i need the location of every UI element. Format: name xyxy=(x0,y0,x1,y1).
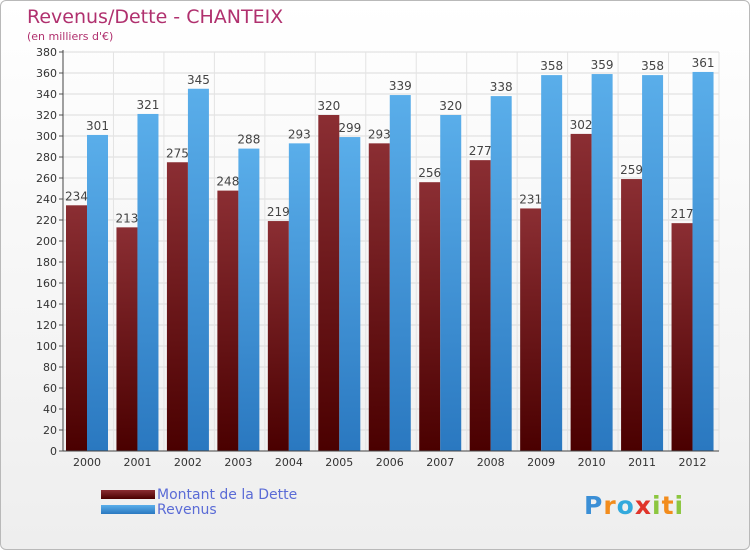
y-tick-label: 260 xyxy=(36,172,57,185)
legend-label-debt: Montant de la Dette xyxy=(157,486,298,503)
data-label-revenue: 299 xyxy=(338,121,361,135)
x-tick-label: 2004 xyxy=(275,456,303,469)
y-tick-label: 200 xyxy=(36,235,57,248)
y-tick-label: 240 xyxy=(36,193,57,206)
bar-revenue xyxy=(591,74,613,452)
data-label-debt: 213 xyxy=(116,211,139,225)
x-tick-label: 2000 xyxy=(73,456,101,469)
y-tick-label: 220 xyxy=(36,214,57,227)
bar-revenue xyxy=(288,143,310,451)
legend-item-debt: Montant de la Dette xyxy=(101,486,298,503)
data-label-revenue: 345 xyxy=(187,73,210,87)
bar-revenue xyxy=(541,75,563,451)
bar-debt xyxy=(570,133,592,451)
data-label-revenue: 338 xyxy=(490,80,513,94)
bar-revenue xyxy=(389,95,411,452)
y-tick-label: 180 xyxy=(36,256,57,269)
x-tick-label: 2008 xyxy=(477,456,505,469)
data-label-debt: 259 xyxy=(620,163,643,177)
legend-item-revenue: Revenus xyxy=(101,501,297,518)
data-label-revenue: 320 xyxy=(439,99,462,113)
y-tick-label: 300 xyxy=(36,130,57,143)
data-label-debt: 302 xyxy=(570,118,593,132)
bar-revenue xyxy=(87,134,108,451)
bar-debt xyxy=(368,143,390,451)
bar-revenue xyxy=(137,113,159,451)
bar-revenue xyxy=(238,148,260,451)
bar-revenue xyxy=(440,115,462,451)
data-label-debt: 277 xyxy=(469,144,492,158)
x-tick-label: 2006 xyxy=(376,456,404,469)
data-label-revenue: 293 xyxy=(288,127,311,141)
data-label-revenue: 358 xyxy=(540,59,563,73)
y-tick-label: 40 xyxy=(43,403,57,416)
y-tick-label: 280 xyxy=(36,151,57,164)
data-label-revenue: 358 xyxy=(641,59,664,73)
data-label-debt: 320 xyxy=(317,99,340,113)
x-tick-label: 2005 xyxy=(325,456,353,469)
bar-debt xyxy=(267,221,289,451)
data-label-revenue: 359 xyxy=(591,58,614,72)
data-label-debt: 231 xyxy=(519,192,542,206)
x-tick-label: 2010 xyxy=(578,456,606,469)
data-label-revenue: 361 xyxy=(692,56,715,70)
data-label-debt: 275 xyxy=(166,146,189,160)
x-tick-label: 2009 xyxy=(527,456,555,469)
y-tick-label: 360 xyxy=(36,67,57,80)
x-tick-label: 2007 xyxy=(426,456,454,469)
y-tick-label: 340 xyxy=(36,88,57,101)
bar-debt xyxy=(469,160,491,451)
data-label-revenue: 321 xyxy=(137,98,160,112)
bar-debt xyxy=(318,115,340,451)
bar-debt xyxy=(66,205,87,451)
chart-title: Revenus/Dette - CHANTEIX xyxy=(27,6,284,28)
bar-revenue xyxy=(339,137,361,452)
data-label-revenue: 301 xyxy=(86,119,109,133)
bar-debt xyxy=(217,190,239,451)
data-label-revenue: 339 xyxy=(389,79,412,93)
legend-swatch-revenue xyxy=(101,505,155,514)
x-tick-label: 2012 xyxy=(679,456,707,469)
bar-debt xyxy=(419,182,441,451)
y-tick-label: 0 xyxy=(50,445,57,458)
x-tick-label: 2003 xyxy=(224,456,252,469)
y-tick-label: 80 xyxy=(43,361,57,374)
x-tick-label: 2002 xyxy=(174,456,202,469)
data-label-debt: 293 xyxy=(368,127,391,141)
y-tick-label: 140 xyxy=(36,298,57,311)
bar-debt xyxy=(671,223,693,451)
legend-swatch-debt xyxy=(101,490,155,499)
y-tick-label: 100 xyxy=(36,340,57,353)
x-tick-label: 2001 xyxy=(123,456,151,469)
data-label-revenue: 288 xyxy=(237,133,260,147)
y-tick-label: 320 xyxy=(36,109,57,122)
bar-debt xyxy=(621,179,643,452)
data-label-debt: 256 xyxy=(418,166,441,180)
y-tick-label: 160 xyxy=(36,277,57,290)
bar-revenue xyxy=(187,88,209,451)
chart-subtitle: (en milliers d'€) xyxy=(27,30,114,43)
y-tick-label: 120 xyxy=(36,319,57,332)
data-label-debt: 248 xyxy=(216,175,239,189)
legend: Montant de la Dette Revenus xyxy=(101,486,298,518)
bar-revenue xyxy=(490,96,512,451)
y-tick-label: 20 xyxy=(43,424,57,437)
bar-revenue xyxy=(642,75,664,451)
y-tick-label: 380 xyxy=(36,46,57,59)
y-tick-label: 60 xyxy=(43,382,57,395)
bar-debt xyxy=(166,162,188,451)
bar-debt xyxy=(520,208,542,451)
proxiti-logo: Proxiti xyxy=(584,491,685,520)
bar-debt xyxy=(116,227,138,451)
bar-revenue xyxy=(692,71,714,451)
data-label-debt: 234 xyxy=(65,189,88,203)
data-label-debt: 219 xyxy=(267,205,290,219)
data-label-debt: 217 xyxy=(671,207,694,221)
legend-label-revenue: Revenus xyxy=(157,501,217,518)
x-tick-label: 2011 xyxy=(628,456,656,469)
